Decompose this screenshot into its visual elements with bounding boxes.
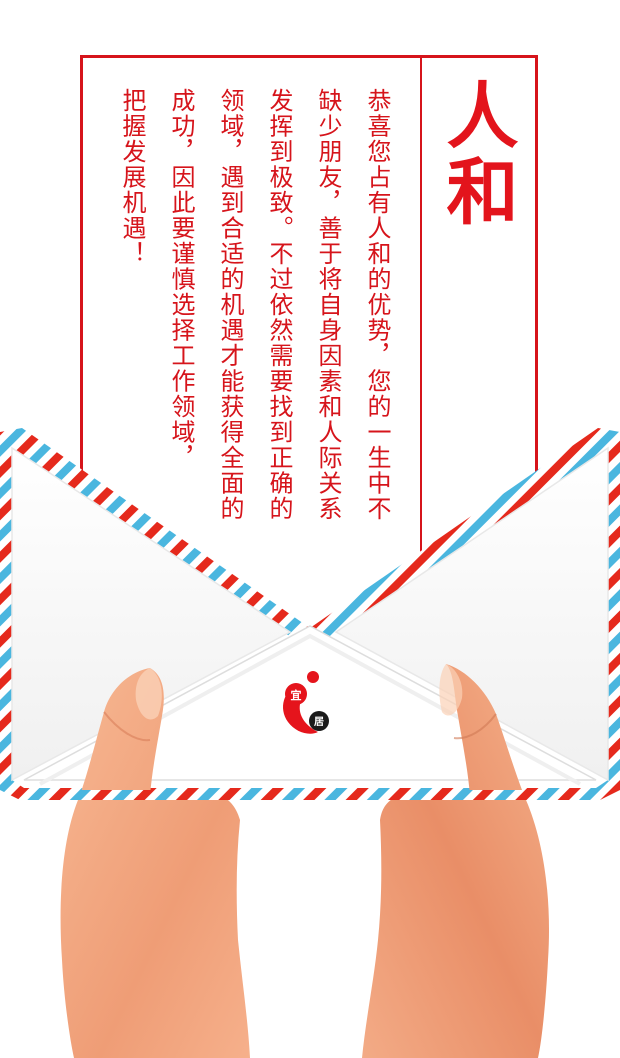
letter-line: 恭喜您占有人和的优势，您的一生中不 — [363, 88, 391, 522]
seal-char-bottom: 居 — [314, 716, 324, 728]
letter-line: 领域，遇到合适的机遇才能获得全面的 — [216, 88, 244, 522]
letter-line: 缺少朋友，善于将自身因素和人际关系 — [314, 88, 342, 522]
letter-line: 把握发展机遇！ — [118, 88, 146, 267]
left-hand-icon — [60, 668, 250, 1058]
envelope-bottom-border — [20, 790, 600, 800]
seal-logo-icon: 宜 居 — [283, 671, 329, 734]
letter-line: 成功，因此要谨慎选择工作领域， — [167, 88, 195, 471]
letter-title: 人和 — [434, 78, 518, 230]
letter-line: 发挥到极致。不过依然需要找到正确的 — [265, 88, 293, 522]
letter-body: 恭喜您占有人和的优势，您的一生中不 缺少朋友，善于将自身因素和人际关系 发挥到极… — [101, 88, 401, 608]
envelope-body — [0, 428, 620, 800]
right-hand-icon — [362, 664, 550, 1058]
letter-divider — [420, 58, 422, 583]
seal-char-top: 宜 — [291, 688, 302, 702]
